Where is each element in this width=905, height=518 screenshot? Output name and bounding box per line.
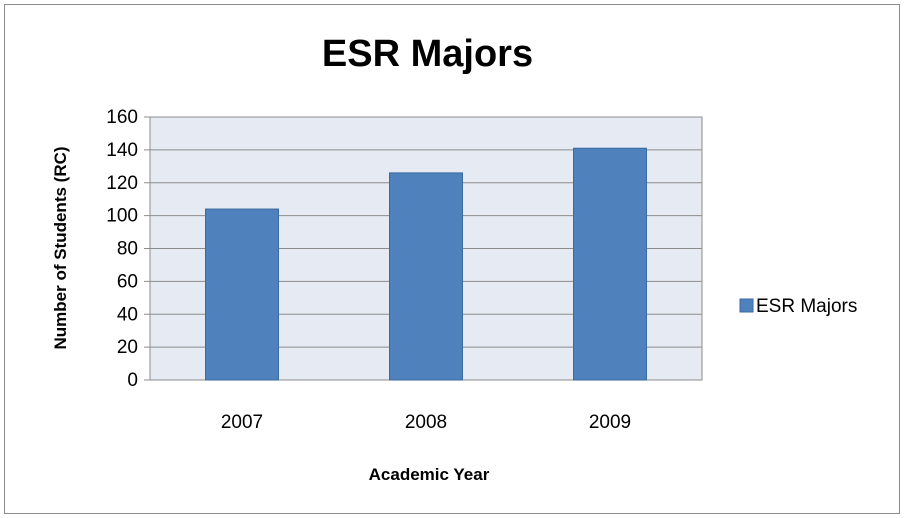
y-tick-label: 20 xyxy=(117,337,138,358)
y-axis-ticks: 0 20 40 60 80 100 120 140 160 xyxy=(106,107,138,391)
y-tick-label: 80 xyxy=(117,239,138,260)
legend-label: ESR Majors xyxy=(756,296,857,317)
y-tick-label: 140 xyxy=(106,140,138,161)
legend: ESR Majors xyxy=(739,296,857,317)
chart-title: ESR Majors xyxy=(321,33,534,75)
y-tick-label: 100 xyxy=(106,206,138,227)
bar-2007 xyxy=(205,208,279,381)
x-axis-title: Academic Year xyxy=(369,465,490,484)
bars xyxy=(205,147,647,381)
x-axis-ticks: 2007 2008 2009 xyxy=(221,412,631,433)
x-tick-label: 2008 xyxy=(405,412,447,433)
x-tick-label: 2007 xyxy=(221,412,263,433)
y-tick-label: 40 xyxy=(117,304,138,325)
y-tick-label: 0 xyxy=(127,370,138,391)
bar-2009 xyxy=(573,147,647,381)
bar-2008 xyxy=(389,172,463,381)
legend-swatch xyxy=(739,298,754,313)
y-axis-title: Number of Students (RC) xyxy=(51,146,70,349)
y-tick-label: 60 xyxy=(117,271,138,292)
y-tick-label: 120 xyxy=(106,173,138,194)
x-tick-label: 2009 xyxy=(589,412,631,433)
y-tick-label: 160 xyxy=(106,107,138,128)
